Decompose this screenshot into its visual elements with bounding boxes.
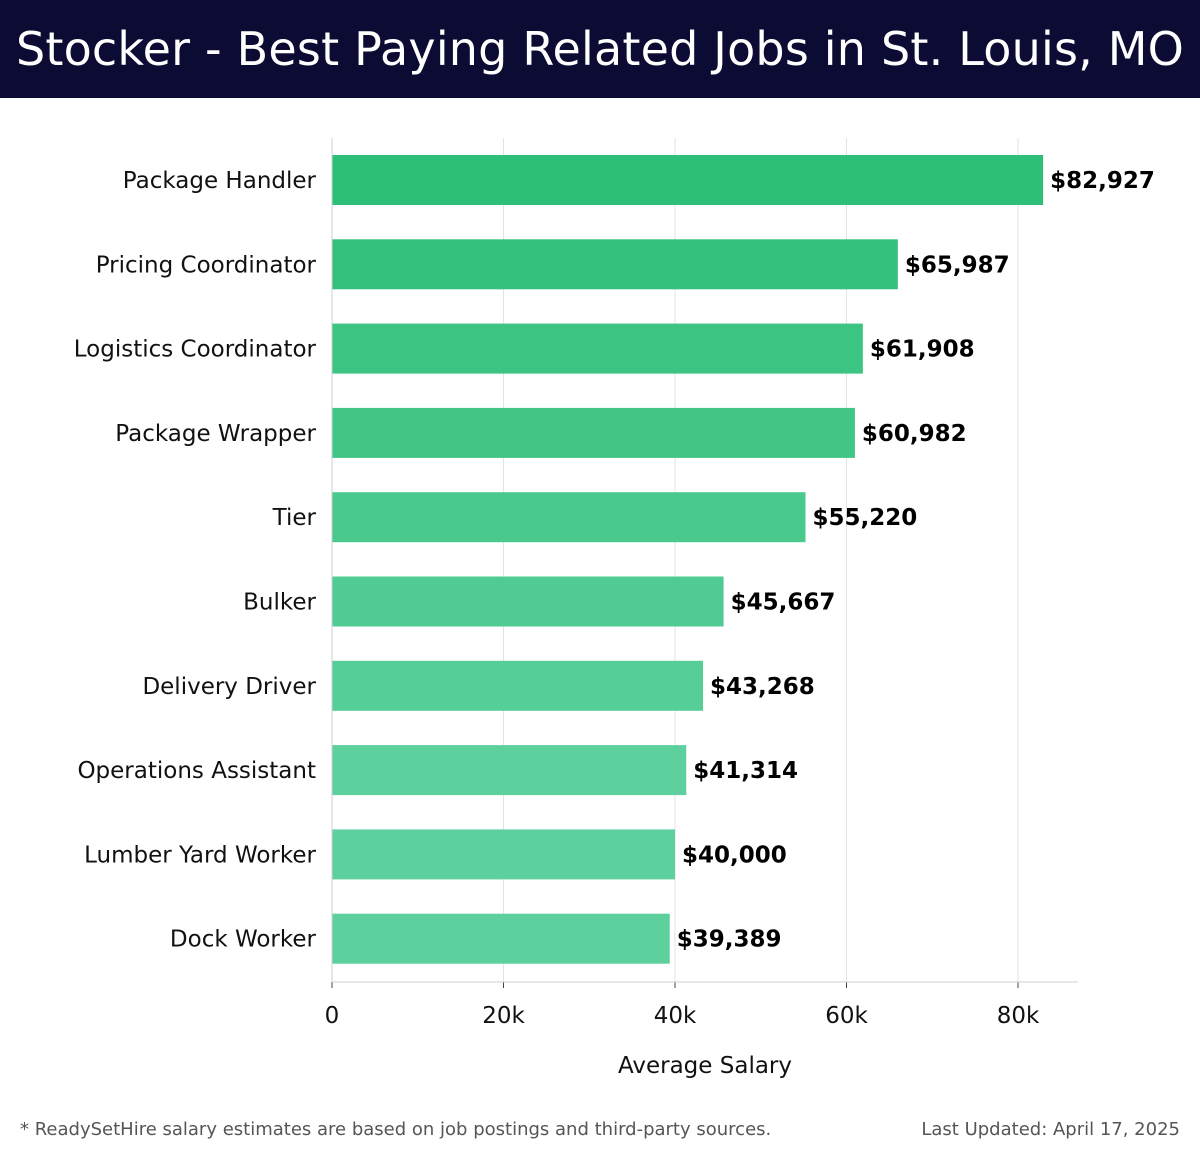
- bar: [332, 155, 1044, 205]
- bar: [332, 492, 806, 543]
- bar: [332, 576, 724, 627]
- value-label: $45,667: [731, 590, 836, 616]
- x-tick-label: 0: [325, 1003, 340, 1029]
- x-tick-label: 40k: [654, 1003, 697, 1029]
- value-label: $41,314: [693, 758, 798, 784]
- x-axis-title: Average Salary: [618, 1053, 792, 1079]
- category-label: Delivery Driver: [142, 674, 316, 700]
- page-title: Stocker - Best Paying Related Jobs in St…: [15, 22, 1185, 76]
- x-axis: 0 20k 40k 60k 80k: [325, 138, 1078, 1029]
- value-label: $65,987: [905, 252, 1010, 278]
- value-label: $40,000: [682, 842, 787, 868]
- category-label: Dock Worker: [170, 927, 317, 953]
- x-tick-label: 60k: [825, 1003, 868, 1029]
- category-label: Package Wrapper: [115, 421, 316, 447]
- bar: [332, 323, 863, 374]
- category-label: Bulker: [243, 590, 316, 616]
- bar: [332, 407, 855, 458]
- category-label: Pricing Coordinator: [96, 252, 317, 278]
- value-label: $61,908: [870, 337, 975, 363]
- footnote: * ReadySetHire salary estimates are base…: [20, 1119, 772, 1140]
- bar: [332, 660, 704, 711]
- value-label: $39,389: [677, 927, 782, 953]
- bars: Package Handler $82,927 Pricing Coordinato…: [74, 155, 1155, 964]
- bar: [332, 239, 898, 290]
- x-tick-label: 20k: [482, 1003, 525, 1029]
- header-bar: Stocker - Best Paying Related Jobs in St…: [0, 0, 1200, 98]
- value-label: $55,220: [813, 505, 918, 531]
- category-label: Tier: [272, 505, 317, 531]
- category-label: Operations Assistant: [77, 758, 316, 784]
- category-label: Logistics Coordinator: [74, 337, 317, 363]
- value-label: $82,927: [1050, 168, 1155, 194]
- bar: [332, 745, 687, 796]
- last-updated: Last Updated: April 17, 2025: [921, 1119, 1180, 1140]
- category-label: Lumber Yard Worker: [84, 842, 316, 868]
- bar: [332, 829, 675, 880]
- bar: [332, 913, 670, 964]
- category-label: Package Handler: [123, 168, 317, 194]
- value-label: $60,982: [862, 421, 967, 447]
- value-label: $43,268: [710, 674, 815, 700]
- x-tick-label: 80k: [997, 1003, 1040, 1029]
- bar-chart: Package Handler $82,927 Pricing Coordinato…: [74, 138, 1155, 1079]
